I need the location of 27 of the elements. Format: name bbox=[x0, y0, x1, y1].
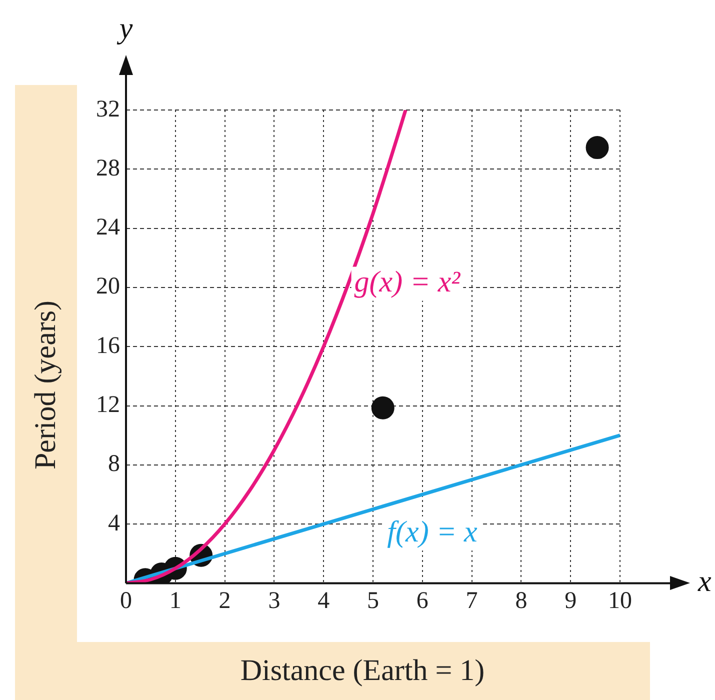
text: x bbox=[697, 565, 712, 598]
y-tick-label: 32 bbox=[96, 96, 120, 122]
y-tick-label: 28 bbox=[96, 155, 120, 182]
x-tick-label: 1 bbox=[169, 588, 182, 614]
x-tick-label: 3 bbox=[268, 588, 280, 614]
x-tick-label: 2 bbox=[218, 588, 231, 614]
x-tick-label: 4 bbox=[318, 588, 330, 614]
y-tick-label: 8 bbox=[108, 451, 120, 478]
y-tick-label: 4 bbox=[108, 510, 120, 536]
y-axis-title: Period (years) bbox=[29, 300, 63, 470]
series-label: g(x) = x² bbox=[354, 266, 462, 299]
x-tick-label: 10 bbox=[608, 588, 632, 614]
x-tick-label: 9 bbox=[564, 588, 577, 614]
x-axis-title: Distance (Earth = 1) bbox=[240, 654, 485, 687]
x-tick-label: 6 bbox=[416, 588, 428, 614]
point bbox=[586, 136, 609, 160]
y-tick-label: 20 bbox=[96, 274, 120, 300]
y-tick-label: 16 bbox=[96, 332, 120, 359]
x-tick-label: 8 bbox=[515, 588, 528, 614]
x-tick-label: 7 bbox=[466, 588, 478, 614]
x-tick-label: 0 bbox=[120, 588, 132, 614]
series-label: f(x) = x bbox=[387, 515, 478, 548]
text: y bbox=[116, 12, 134, 45]
x-tick-label: 5 bbox=[367, 588, 379, 614]
y-tick-label: 24 bbox=[96, 214, 120, 241]
point bbox=[371, 396, 394, 420]
y-tick-label: 12 bbox=[96, 392, 120, 418]
